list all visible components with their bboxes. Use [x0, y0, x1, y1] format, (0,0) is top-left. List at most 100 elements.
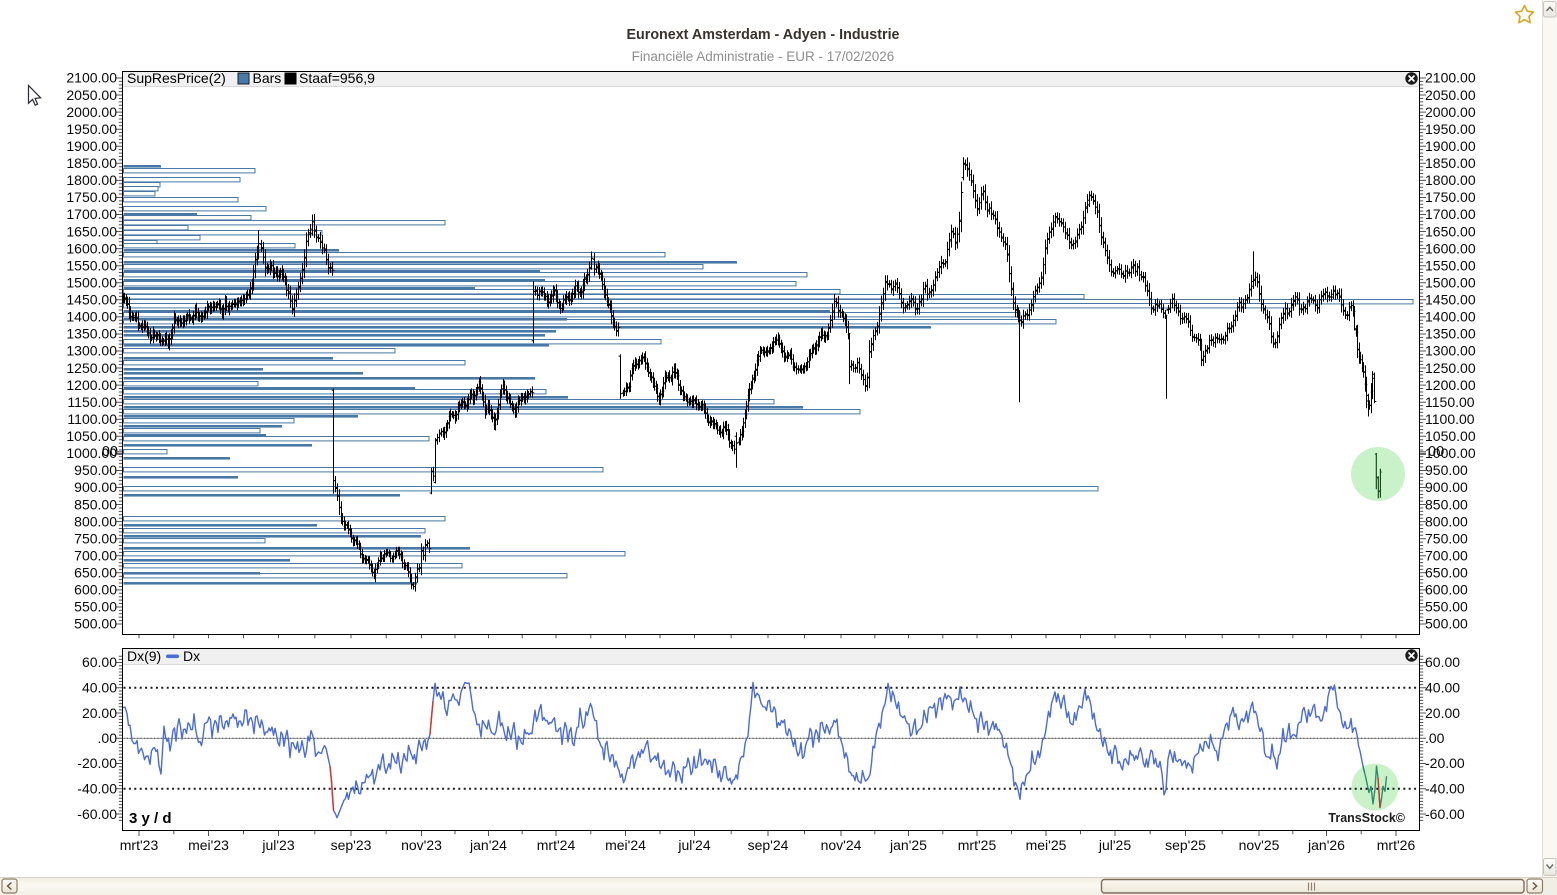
svg-text:-40.00: -40.00	[77, 781, 117, 797]
svg-text:2100.00: 2100.00	[1425, 70, 1476, 86]
svg-text:1950.00: 1950.00	[1425, 121, 1476, 137]
svg-text:1350.00: 1350.00	[1425, 326, 1476, 342]
svg-text:1600.00: 1600.00	[1425, 240, 1476, 256]
svg-text:mrt'25: mrt'25	[958, 837, 997, 853]
svg-text:1200.00: 1200.00	[66, 377, 117, 393]
svg-text:jan'25: jan'25	[889, 837, 927, 853]
svg-text:mei'25: mei'25	[1026, 837, 1067, 853]
svg-text:1300.00: 1300.00	[1425, 343, 1476, 359]
svg-text:Dx: Dx	[183, 648, 200, 664]
svg-text:2000.00: 2000.00	[1425, 104, 1476, 120]
svg-text:.00: .00	[1425, 730, 1445, 746]
svg-text:mei'23: mei'23	[188, 837, 229, 853]
svg-text:550.00: 550.00	[1425, 599, 1468, 615]
svg-text:1150.00: 1150.00	[67, 394, 117, 410]
svg-text:800.00: 800.00	[74, 513, 117, 529]
svg-text:-60.00: -60.00	[1425, 806, 1465, 822]
svg-text:mrt'24: mrt'24	[537, 837, 576, 853]
svg-text:1900.00: 1900.00	[1425, 138, 1476, 154]
svg-text:1800.00: 1800.00	[66, 172, 117, 188]
svg-text:1500.00: 1500.00	[1425, 274, 1476, 290]
svg-text:-40.00: -40.00	[1425, 781, 1465, 797]
svg-text:1050.00: 1050.00	[1425, 428, 1476, 444]
svg-text:.00: .00	[98, 730, 118, 746]
svg-text:1850.00: 1850.00	[1425, 155, 1476, 171]
svg-text:SupResPrice(2): SupResPrice(2)	[127, 70, 226, 86]
svg-text:-60.00: -60.00	[77, 806, 117, 822]
svg-text:950.00: 950.00	[1425, 462, 1468, 478]
svg-text:1000.00: 1000.00	[66, 445, 117, 461]
svg-text:60.00: 60.00	[82, 654, 117, 670]
svg-text:1750.00: 1750.00	[66, 189, 117, 205]
svg-text:mrt'26: mrt'26	[1377, 837, 1416, 853]
svg-text:mei'24: mei'24	[605, 837, 646, 853]
svg-text:1700.00: 1700.00	[66, 206, 117, 222]
svg-text:1050.00: 1050.00	[66, 428, 117, 444]
svg-text:500.00: 500.00	[1425, 616, 1468, 632]
svg-text:jan'26: jan'26	[1307, 837, 1345, 853]
svg-text:2000.00: 2000.00	[66, 104, 117, 120]
svg-text:550.00: 550.00	[74, 599, 117, 615]
svg-text:2050.00: 2050.00	[1425, 87, 1476, 103]
svg-text:1250.00: 1250.00	[66, 360, 117, 376]
svg-text:1200.00: 1200.00	[1425, 377, 1476, 393]
svg-text:1550.00: 1550.00	[1425, 257, 1476, 273]
svg-text:1100.00: 1100.00	[67, 411, 117, 427]
svg-text:-20.00: -20.00	[1425, 755, 1465, 771]
svg-text:Bars: Bars	[253, 70, 282, 86]
svg-text:60.00: 60.00	[1425, 654, 1460, 670]
svg-text:1300.00: 1300.00	[66, 343, 117, 359]
svg-text:700.00: 700.00	[74, 548, 117, 564]
svg-text:1650.00: 1650.00	[1425, 223, 1476, 239]
svg-text:1150.00: 1150.00	[1425, 394, 1475, 410]
svg-text:Financiële Administratie - E: Financiële Administratie - EUR - 17/02/2…	[632, 49, 895, 64]
svg-text:00: 00	[102, 444, 118, 460]
svg-text:TransStock©: TransStock©	[1328, 811, 1405, 825]
svg-text:850.00: 850.00	[1425, 496, 1468, 512]
svg-text:1700.00: 1700.00	[1425, 206, 1476, 222]
svg-text:00: 00	[1428, 444, 1444, 460]
svg-text:sep'24: sep'24	[748, 837, 789, 853]
svg-text:nov'25: nov'25	[1239, 837, 1280, 853]
svg-text:900.00: 900.00	[1425, 479, 1468, 495]
svg-text:40.00: 40.00	[1425, 680, 1460, 696]
svg-text:1550.00: 1550.00	[66, 257, 117, 273]
svg-text:800.00: 800.00	[1425, 513, 1468, 529]
svg-text:Staaf=956,9: Staaf=956,9	[299, 70, 375, 86]
svg-text:700.00: 700.00	[1425, 548, 1468, 564]
svg-text:2050.00: 2050.00	[66, 87, 117, 103]
svg-text:20.00: 20.00	[1425, 705, 1460, 721]
svg-text:1650.00: 1650.00	[66, 223, 117, 239]
svg-text:3 y / d: 3 y / d	[129, 810, 172, 827]
svg-text:20.00: 20.00	[82, 705, 117, 721]
svg-text:Dx(9): Dx(9)	[127, 648, 161, 664]
svg-text:-20.00: -20.00	[77, 755, 117, 771]
svg-text:900.00: 900.00	[74, 479, 117, 495]
svg-text:mrt'23: mrt'23	[120, 837, 159, 853]
svg-text:750.00: 750.00	[1425, 530, 1468, 546]
svg-text:1600.00: 1600.00	[66, 240, 117, 256]
svg-text:600.00: 600.00	[1425, 582, 1468, 598]
svg-text:1000.00: 1000.00	[1425, 445, 1476, 461]
svg-text:1250.00: 1250.00	[1425, 360, 1476, 376]
svg-text:1450.00: 1450.00	[1425, 292, 1476, 308]
svg-text:Euronext Amsterdam - Adyen: Euronext Amsterdam - Adyen - Industrie	[626, 27, 899, 43]
svg-text:sep'23: sep'23	[331, 837, 372, 853]
svg-text:1100.00: 1100.00	[1425, 411, 1475, 427]
svg-text:850.00: 850.00	[74, 496, 117, 512]
svg-text:1900.00: 1900.00	[66, 138, 117, 154]
svg-text:1750.00: 1750.00	[1425, 189, 1476, 205]
svg-text:600.00: 600.00	[74, 582, 117, 598]
svg-text:1950.00: 1950.00	[66, 121, 117, 137]
svg-text:jul'24: jul'24	[677, 837, 710, 853]
svg-text:1850.00: 1850.00	[66, 155, 117, 171]
svg-text:sep'25: sep'25	[1165, 837, 1206, 853]
svg-text:40.00: 40.00	[82, 680, 117, 696]
svg-text:jul'23: jul'23	[261, 837, 294, 853]
svg-text:2100.00: 2100.00	[66, 70, 117, 86]
svg-text:nov'23: nov'23	[401, 837, 442, 853]
svg-text:650.00: 650.00	[74, 565, 117, 581]
svg-text:jan'24: jan'24	[469, 837, 507, 853]
svg-text:jul'25: jul'25	[1098, 837, 1131, 853]
svg-text:nov'24: nov'24	[821, 837, 862, 853]
